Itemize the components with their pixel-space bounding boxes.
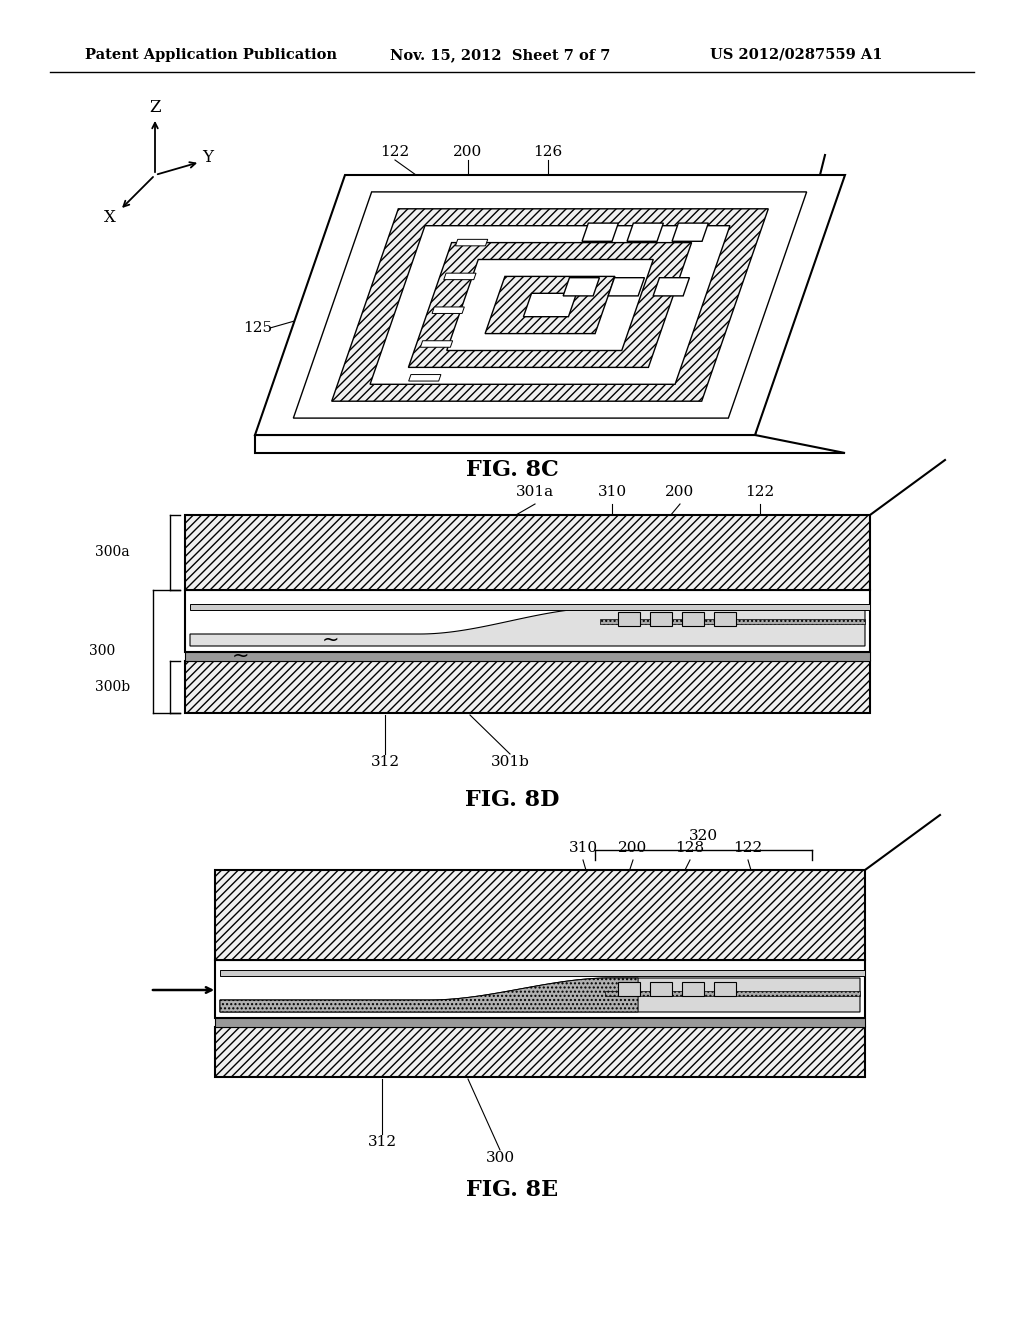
Polygon shape bbox=[446, 260, 653, 351]
Polygon shape bbox=[672, 223, 709, 242]
Text: 320: 320 bbox=[688, 829, 718, 843]
Text: US 2012/0287559 A1: US 2012/0287559 A1 bbox=[710, 48, 883, 62]
Text: 300: 300 bbox=[485, 1151, 515, 1166]
Text: 310: 310 bbox=[597, 484, 627, 499]
Polygon shape bbox=[485, 276, 614, 334]
Polygon shape bbox=[332, 209, 768, 401]
Text: Patent Application Publication: Patent Application Publication bbox=[85, 48, 337, 62]
Polygon shape bbox=[220, 978, 638, 1012]
Text: 301a: 301a bbox=[516, 484, 554, 499]
Bar bbox=[215, 870, 865, 960]
Text: 200: 200 bbox=[666, 484, 694, 499]
Text: Y: Y bbox=[203, 149, 213, 165]
Bar bbox=[185, 661, 870, 713]
Text: 300a: 300a bbox=[95, 545, 130, 558]
Text: 126: 126 bbox=[534, 145, 562, 158]
Polygon shape bbox=[421, 341, 453, 347]
Text: 300b: 300b bbox=[95, 680, 130, 694]
Bar bbox=[650, 982, 672, 997]
Polygon shape bbox=[293, 191, 807, 418]
Text: 122: 122 bbox=[745, 484, 774, 499]
Bar bbox=[215, 960, 865, 1018]
Text: FIG. 8D: FIG. 8D bbox=[465, 789, 559, 810]
Polygon shape bbox=[563, 277, 599, 296]
Text: 312: 312 bbox=[371, 755, 399, 770]
Text: 300: 300 bbox=[89, 644, 115, 657]
Bar bbox=[215, 1018, 865, 1027]
Polygon shape bbox=[582, 223, 618, 242]
Bar bbox=[220, 970, 865, 975]
Polygon shape bbox=[443, 273, 476, 280]
Text: 122: 122 bbox=[733, 841, 763, 855]
Bar bbox=[190, 605, 870, 610]
Polygon shape bbox=[255, 176, 845, 436]
Text: ~: ~ bbox=[231, 645, 249, 667]
Polygon shape bbox=[220, 978, 860, 1012]
Text: 301b: 301b bbox=[490, 755, 529, 770]
Polygon shape bbox=[370, 226, 730, 384]
Bar bbox=[605, 991, 860, 997]
Bar bbox=[650, 612, 672, 626]
Bar bbox=[185, 590, 870, 652]
Text: ~: ~ bbox=[322, 630, 339, 649]
Text: 200: 200 bbox=[454, 145, 482, 158]
Text: FIG. 8E: FIG. 8E bbox=[466, 1179, 558, 1201]
Polygon shape bbox=[627, 223, 664, 242]
Bar bbox=[185, 652, 870, 661]
Bar bbox=[618, 612, 640, 626]
Bar bbox=[682, 612, 705, 626]
Text: 312: 312 bbox=[368, 1135, 396, 1148]
Bar bbox=[714, 612, 736, 626]
Bar bbox=[682, 982, 705, 997]
Text: X: X bbox=[104, 210, 116, 227]
Polygon shape bbox=[523, 293, 577, 317]
Text: Nov. 15, 2012  Sheet 7 of 7: Nov. 15, 2012 Sheet 7 of 7 bbox=[390, 48, 610, 62]
Text: Z: Z bbox=[150, 99, 161, 116]
Bar bbox=[215, 1027, 865, 1077]
Text: 122: 122 bbox=[380, 145, 410, 158]
Polygon shape bbox=[190, 609, 865, 645]
Polygon shape bbox=[255, 436, 845, 453]
Polygon shape bbox=[409, 375, 441, 381]
Polygon shape bbox=[432, 308, 464, 313]
Text: 310: 310 bbox=[568, 841, 598, 855]
Bar bbox=[714, 982, 736, 997]
Polygon shape bbox=[608, 277, 644, 296]
Text: 200: 200 bbox=[618, 841, 647, 855]
Text: FIG. 8C: FIG. 8C bbox=[466, 459, 558, 480]
Bar bbox=[618, 982, 640, 997]
Polygon shape bbox=[653, 277, 689, 296]
Bar bbox=[185, 515, 870, 590]
Polygon shape bbox=[456, 239, 487, 246]
Polygon shape bbox=[409, 243, 691, 367]
Bar bbox=[600, 619, 865, 624]
Text: 125: 125 bbox=[244, 321, 272, 335]
Text: 128: 128 bbox=[676, 841, 705, 855]
